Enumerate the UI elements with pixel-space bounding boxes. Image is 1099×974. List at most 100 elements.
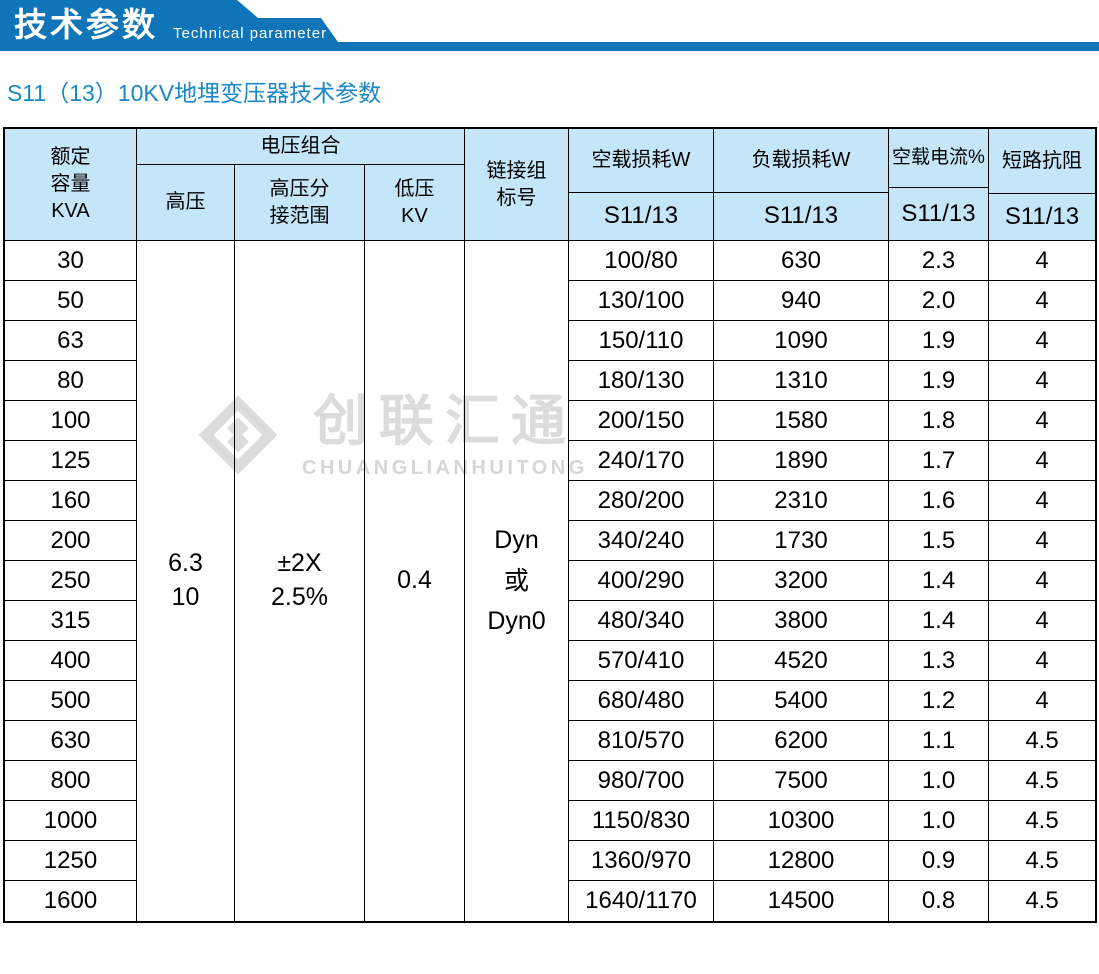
header-impedance: 短路抗阻 S11/13 — [989, 129, 1095, 241]
table-cell-no-load-loss: 180/130 — [569, 361, 714, 401]
table-cell-load-loss: 1730 — [714, 521, 889, 561]
table-cell-impedance: 4 — [989, 561, 1095, 601]
table-cell-impedance: 4 — [989, 481, 1095, 521]
table-cell-no-load-loss: 280/200 — [569, 481, 714, 521]
parameter-table-wrap: 创联汇通 CHUANGLIANHUITONG 额定 容量 KVA 电压组合 高压… — [3, 127, 1097, 923]
watermark: 创联汇通 CHUANGLIANHUITONG — [196, 390, 588, 480]
table-cell-load-loss: 3800 — [714, 601, 889, 641]
table-cell-impedance: 4 — [989, 281, 1095, 321]
table-cell-no-load-current: 1.9 — [889, 321, 989, 361]
table-cell-no-load-current: 1.3 — [889, 641, 989, 681]
table-cell-no-load-current: 1.8 — [889, 401, 989, 441]
table-cell-no-load-current: 1.4 — [889, 601, 989, 641]
header-voltage-subrow: 高压 高压分 接范围 低压 KV — [137, 165, 464, 240]
merged-cell-link-group: Dyn 或 Dyn0 — [465, 241, 569, 921]
table-cell-impedance: 4 — [989, 361, 1095, 401]
table-cell-capacity: 315 — [5, 601, 137, 641]
header-load-loss: 负载损耗W S11/13 — [714, 129, 889, 241]
table-cell-impedance: 4 — [989, 681, 1095, 721]
table-cell-no-load-loss: 570/410 — [569, 641, 714, 681]
table-cell-capacity: 800 — [5, 761, 137, 801]
table-cell-impedance: 4 — [989, 241, 1095, 281]
table-cell-capacity: 1250 — [5, 841, 137, 881]
table-cell-no-load-loss: 150/110 — [569, 321, 714, 361]
page-title: S11（13）10KV地埋变压器技术参数 — [7, 80, 382, 106]
table-cell-impedance: 4 — [989, 521, 1095, 561]
header-model-no-load-current: S11/13 — [901, 199, 976, 227]
table-cell-capacity: 630 — [5, 721, 137, 761]
brand-logo-icon — [198, 395, 278, 475]
header-model-impedance: S11/13 — [1004, 202, 1080, 230]
table-cell-capacity: 63 — [5, 321, 137, 361]
table-cell-no-load-current: 1.5 — [889, 521, 989, 561]
banner-subtitle: Technical parameter — [173, 25, 328, 42]
table-cell-impedance: 4.5 — [989, 841, 1095, 881]
table-cell-impedance: 4 — [989, 401, 1095, 441]
table-cell-capacity: 80 — [5, 361, 137, 401]
watermark-text: 创联汇通 CHUANGLIANHUITONG — [302, 390, 588, 480]
table-cell-load-loss: 1580 — [714, 401, 889, 441]
table-cell-capacity: 125 — [5, 441, 137, 481]
table-cell-no-load-current: 0.8 — [889, 881, 989, 921]
watermark-brand-cn: 创联汇通 — [312, 390, 577, 452]
header-capacity: 额定 容量 KVA — [5, 129, 137, 241]
table-cell-no-load-loss: 100/80 — [569, 241, 714, 281]
header-lv: 低压 KV — [394, 177, 435, 227]
table-cell-no-load-loss: 200/150 — [569, 401, 714, 441]
table-cell-no-load-current: 0.9 — [889, 841, 989, 881]
banner: 技术参数 Technical parameter — [0, 0, 1099, 52]
table-cell-no-load-loss: 130/100 — [569, 281, 714, 321]
table-cell-no-load-current: 1.9 — [889, 361, 989, 401]
table-cell-capacity: 250 — [5, 561, 137, 601]
table-cell-load-loss: 10300 — [714, 801, 889, 841]
table-cell-load-loss: 14500 — [714, 881, 889, 921]
table-cell-load-loss: 1310 — [714, 361, 889, 401]
table-cell-load-loss: 2310 — [714, 481, 889, 521]
table-cell-no-load-current: 2.0 — [889, 281, 989, 321]
banner-ribbon-shape — [0, 0, 1099, 51]
table-cell-impedance: 4 — [989, 321, 1095, 361]
table-cell-no-load-loss: 480/340 — [569, 601, 714, 641]
table-cell-no-load-loss: 400/290 — [569, 561, 714, 601]
header-hv: 高压 — [137, 165, 235, 240]
table-cell-load-loss: 7500 — [714, 761, 889, 801]
table-cell-impedance: 4.5 — [989, 721, 1095, 761]
table-cell-capacity: 500 — [5, 681, 137, 721]
table-cell-no-load-loss: 340/240 — [569, 521, 714, 561]
table-cell-load-loss: 3200 — [714, 561, 889, 601]
table-cell-load-loss: 1090 — [714, 321, 889, 361]
header-voltage-group: 电压组合 高压 高压分 接范围 低压 KV — [137, 129, 465, 241]
watermark-brand-en: CHUANGLIANHUITONG — [302, 456, 588, 479]
table-cell-impedance: 4 — [989, 601, 1095, 641]
table-cell-impedance: 4.5 — [1025, 887, 1059, 914]
table-cell-load-loss: 4520 — [714, 641, 889, 681]
table-cell-no-load-current: 1.0 — [889, 761, 989, 801]
table-cell-no-load-loss: 1360/970 — [569, 841, 714, 881]
table-cell-impedance: 4.5 — [989, 801, 1095, 841]
table-cell-no-load-loss: 680/480 — [569, 681, 714, 721]
merged-cell-hv-tap: ±2X 2.5% — [235, 241, 365, 921]
table-cell-no-load-current: 1.4 — [889, 561, 989, 601]
table-cell-no-load-current: 2.3 — [889, 241, 989, 281]
table-cell-capacity: 30 — [5, 241, 137, 281]
table-cell-load-loss: 6200 — [714, 721, 889, 761]
header-no-load-loss-label: 空载损耗W — [569, 129, 713, 193]
table-cell-no-load-current: 1.6 — [889, 481, 989, 521]
merged-cell-hv: 6.3 10 — [137, 241, 235, 921]
header-model-no-load-loss: S11/13 — [603, 202, 679, 230]
header-no-load-loss: 空载损耗W S11/13 — [569, 129, 714, 241]
table-cell-load-loss: 5400 — [714, 681, 889, 721]
table-cell-no-load-loss: 240/170 — [569, 441, 714, 481]
table-cell-impedance: 4.5 — [989, 761, 1095, 801]
table-cell-no-load-current: 1.1 — [889, 721, 989, 761]
table-cell-impedance: 4 — [989, 641, 1095, 681]
table-cell-no-load-current: 1.7 — [889, 441, 989, 481]
header-no-load-current: 空载电流% S11/13 — [889, 129, 989, 241]
header-impedance-label: 短路抗阻 — [989, 129, 1095, 194]
header-link-group: 链接组 标号 — [465, 129, 569, 241]
table-cell-no-load-loss: 980/700 — [569, 761, 714, 801]
table-cell-load-loss: 630 — [714, 241, 889, 281]
parameters-table: 额定 容量 KVA 电压组合 高压 高压分 接范围 低压 KV 链接组 标号 空… — [3, 127, 1097, 923]
table-cell-capacity: 100 — [5, 401, 137, 441]
table-cell-no-load-loss: 810/570 — [569, 721, 714, 761]
